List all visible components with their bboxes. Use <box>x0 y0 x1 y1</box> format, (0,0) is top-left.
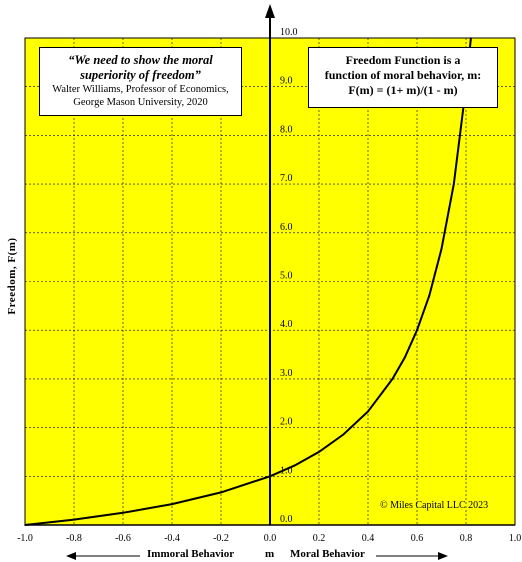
quote-line-2: superiority of freedom” <box>80 68 201 82</box>
data-point <box>416 329 418 332</box>
x-tick-label: 0.2 <box>313 533 326 544</box>
y-tick-label: 1.0 <box>280 465 293 476</box>
y-tick-label: 0.0 <box>280 514 293 525</box>
x-tick-label: 0.8 <box>460 533 473 544</box>
quote-attribution-1: Walter Williams, Professor of Economics, <box>52 84 229 95</box>
data-point <box>318 451 320 453</box>
x-tick-label: 0.6 <box>411 533 424 544</box>
x-caption-arrows <box>66 552 448 560</box>
y-tick-label: 3.0 <box>280 368 293 379</box>
y-tick-label: 8.0 <box>280 124 293 135</box>
x-tick-label: -0.2 <box>213 533 229 544</box>
y-tick-label: 5.0 <box>280 271 293 282</box>
y-tick-label: 2.0 <box>280 417 293 428</box>
data-point <box>122 512 124 514</box>
freedom-curve <box>24 37 472 526</box>
axes <box>25 4 515 526</box>
x-tick-label: -1.0 <box>17 533 33 544</box>
data-point <box>24 524 26 526</box>
y-tick-label: 7.0 <box>280 173 293 184</box>
formula-line-1: Freedom Function is a <box>345 53 461 67</box>
data-point <box>220 491 222 494</box>
x-tick-label: 1.0 <box>509 533 522 544</box>
formula-line-2: function of moral behavior, m: <box>324 68 482 82</box>
quote-attribution-2: George Mason University, 2020 <box>73 97 208 108</box>
data-point <box>367 410 369 413</box>
data-point <box>452 183 455 185</box>
data-point <box>440 248 443 250</box>
data-point <box>391 378 394 380</box>
y-tick-label: 9.0 <box>280 76 293 87</box>
data-point <box>293 464 296 467</box>
data-point <box>428 294 431 297</box>
x-tick-label: -0.8 <box>66 533 82 544</box>
x-tick-label: 0.4 <box>362 533 375 544</box>
left-arrowhead <box>66 552 76 560</box>
data-point <box>470 37 472 39</box>
x-caption-immoral: Immoral Behavior <box>147 548 235 560</box>
y-axis-label: Freedom, F(m) <box>6 237 18 315</box>
y-tick-label: 10.0 <box>280 27 298 38</box>
data-point <box>342 433 345 436</box>
y-tick-label: 6.0 <box>280 222 293 233</box>
data-point <box>403 356 406 359</box>
x-caption-m: m <box>265 548 275 560</box>
formula-box: Freedom Function is a function of moral … <box>308 47 498 108</box>
right-arrowhead <box>438 552 448 560</box>
x-caption-moral: Moral Behavior <box>290 548 365 560</box>
x-tick-labels: -1.0 -0.8 -0.6 -0.4 -0.2 0.0 0.2 0.4 0.6 0.8 1.0 <box>17 533 521 544</box>
copyright-label: © Miles Capital LLC 2023 <box>380 500 489 511</box>
y-tick-labels: 0.0 1.0 2.0 3.0 4.0 5.0 6.0 7.0 8.0 9.0 10.0 <box>280 27 298 525</box>
data-point <box>171 503 173 505</box>
x-tick-label: -0.6 <box>115 533 131 544</box>
formula-line-3: F(m) = (1+ m)/(1 - m) <box>348 83 458 97</box>
y-axis-arrowhead <box>265 4 275 18</box>
data-point <box>269 475 271 478</box>
x-tick-label: -0.4 <box>164 533 180 544</box>
data-point <box>73 518 75 521</box>
y-tick-label: 4.0 <box>280 319 293 330</box>
quote-box: “We need to show the moral superiority o… <box>39 47 242 116</box>
x-tick-label: 0.0 <box>264 533 277 544</box>
quote-line-1: “We need to show the moral <box>68 53 213 67</box>
